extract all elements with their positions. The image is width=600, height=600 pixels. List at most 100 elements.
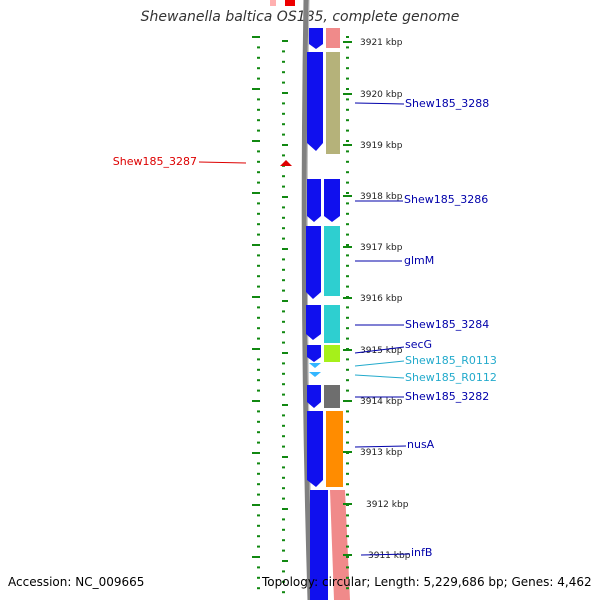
left-ruler-minor-tick (257, 493, 260, 496)
left-ruler-inner-tick (282, 196, 288, 198)
left-ruler-inner-tick (282, 591, 285, 594)
left-ruler-inner-tick (282, 300, 288, 302)
label-leader-line (354, 445, 407, 448)
left-ruler-minor-tick (257, 316, 260, 319)
gene-label-infb[interactable]: infB (411, 546, 432, 559)
left-ruler-inner-tick (282, 216, 285, 219)
left-ruler-inner-tick (282, 248, 288, 250)
left-ruler-inner-tick (282, 341, 285, 344)
left-ruler-minor-tick (257, 67, 260, 70)
rna-arrow-shew185-r0112 (309, 372, 321, 377)
left-ruler-major-tick (252, 296, 260, 298)
left-ruler-inner-tick (282, 123, 285, 126)
right-ruler-minor-tick (346, 275, 349, 278)
left-ruler-inner-tick (282, 60, 285, 63)
scale-tick-label: 3919 kbp (360, 141, 403, 151)
left-ruler-inner-tick (282, 40, 288, 42)
left-ruler-minor-tick (257, 379, 260, 382)
left-scale-ruler (252, 36, 288, 594)
right-ruler-minor-tick (346, 129, 349, 132)
right-ruler-minor-tick (346, 556, 349, 558)
scale-tick-label: 3920 kbp (360, 90, 403, 100)
left-ruler-major-tick (252, 140, 260, 142)
left-ruler-inner-tick (282, 560, 288, 562)
left-ruler-inner-tick (282, 279, 285, 282)
left-ruler-minor-tick (257, 150, 260, 153)
gene-label-secg[interactable]: secG (405, 338, 432, 351)
right-ruler-minor-tick (346, 358, 349, 361)
left-ruler-minor-tick (257, 410, 260, 413)
right-ruler-minor-tick (346, 150, 349, 153)
left-ruler-inner-tick (282, 154, 285, 157)
left-ruler-inner-tick (282, 476, 285, 479)
gene-arrow-glmm (306, 226, 321, 299)
left-ruler-inner-tick (282, 456, 288, 458)
left-ruler-major-tick (252, 400, 260, 402)
right-ruler-minor-tick (346, 108, 349, 111)
left-ruler-minor-tick (257, 233, 260, 236)
gene-label-shew185-3282[interactable]: Shew185_3282 (405, 390, 489, 403)
left-ruler-inner-tick (282, 539, 285, 542)
left-ruler-minor-tick (257, 98, 260, 101)
right-ruler-minor-tick (346, 483, 349, 486)
right-ruler-minor-tick (346, 160, 349, 163)
label-leader-line (360, 553, 411, 556)
left-ruler-minor-tick (257, 275, 260, 278)
scale-tick-label: 3917 kbp (360, 243, 403, 253)
left-ruler-inner-tick (282, 258, 285, 261)
gene-label-shew185-3286[interactable]: Shew185_3286 (404, 193, 488, 206)
left-ruler-major-tick (252, 88, 260, 90)
scale-major-tick (343, 297, 352, 299)
right-ruler-minor-tick (346, 327, 349, 330)
right-ruler-minor-tick (346, 254, 349, 257)
highlight-marker-shew185-3287[interactable] (280, 160, 292, 166)
right-ruler-minor-tick (346, 36, 349, 38)
left-ruler-minor-tick (257, 514, 260, 517)
gene-label-shew185-3288[interactable]: Shew185_3288 (405, 97, 489, 110)
right-ruler-minor-tick (346, 202, 349, 205)
left-ruler-inner-tick (282, 237, 285, 240)
right-ruler-minor-tick (346, 98, 349, 101)
gene-label-shew185-3284[interactable]: Shew185_3284 (405, 318, 489, 331)
scale-tick-label: 3915 kbp (360, 346, 403, 356)
left-ruler-inner-tick (282, 362, 285, 365)
right-ruler-minor-tick (346, 285, 349, 288)
left-ruler-minor-tick (257, 535, 260, 538)
right-ruler-minor-tick (346, 337, 349, 340)
left-ruler-minor-tick (257, 337, 260, 340)
left-ruler-inner-tick (282, 518, 285, 521)
gene-label-glmm[interactable]: glmM (404, 254, 434, 267)
gene-labels[interactable]: Shew185_3288 Shew185_3286 glmM Shew185_3284… (113, 97, 497, 559)
gene-arrow-shew185-3289 (309, 28, 323, 49)
left-ruler-inner-tick (282, 393, 285, 396)
right-ruler-minor-tick (346, 171, 349, 174)
left-ruler-minor-tick (257, 46, 260, 49)
left-ruler-minor-tick (257, 566, 260, 569)
right-ruler-minor-tick (346, 368, 349, 371)
left-ruler-minor-tick (257, 420, 260, 423)
gene-arrow-secg (307, 345, 321, 362)
right-ruler-minor-tick (346, 431, 349, 434)
left-ruler-minor-tick (257, 212, 260, 215)
forward-strand-genes[interactable] (306, 28, 340, 600)
left-ruler-minor-tick (257, 389, 260, 392)
gene-label-shew185-r0112[interactable]: Shew185_R0112 (405, 371, 497, 384)
left-ruler-minor-tick (257, 56, 260, 59)
accession-text: Accession: NC_009665 (8, 575, 145, 589)
right-ruler-minor-tick (346, 244, 349, 246)
gene-arrow-shew185-3282 (307, 385, 321, 408)
left-ruler-inner-tick (282, 424, 285, 427)
left-ruler-inner-tick (282, 331, 285, 334)
right-ruler-minor-tick (346, 566, 349, 569)
scale-tick-label: 3914 kbp (360, 397, 403, 407)
left-ruler-inner-tick (282, 289, 285, 292)
left-ruler-major-tick (252, 348, 260, 350)
left-ruler-inner-tick (282, 528, 285, 531)
gene-arrow-shew185-3288 (307, 52, 323, 151)
gene-label-shew185-r0113[interactable]: Shew185_R0113 (405, 354, 497, 367)
left-ruler-inner-tick (282, 404, 288, 406)
gene-label-shew185-3287[interactable]: Shew185_3287 (113, 155, 197, 168)
gene-label-nusa[interactable]: nusA (407, 438, 435, 451)
left-ruler-minor-tick (257, 108, 260, 111)
